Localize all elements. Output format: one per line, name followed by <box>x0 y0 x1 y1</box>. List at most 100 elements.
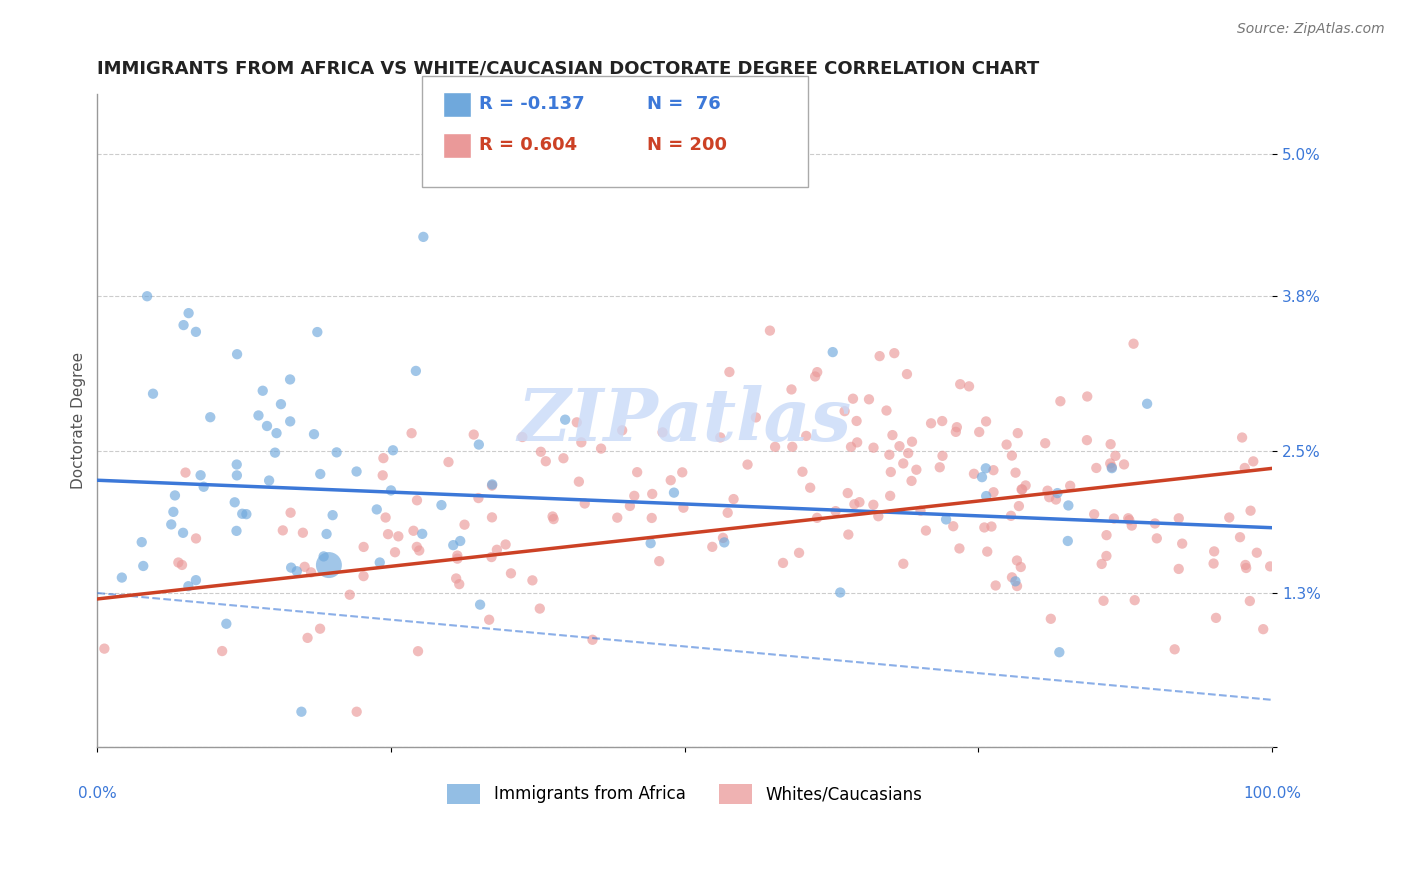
Point <box>1101 461 1123 475</box>
Point <box>93 641 115 656</box>
Point <box>1036 483 1059 498</box>
Point <box>1239 594 1261 608</box>
Point <box>346 705 368 719</box>
Point <box>322 508 344 523</box>
Point <box>529 601 551 615</box>
Point <box>763 440 786 454</box>
Text: N =  76: N = 76 <box>647 95 720 113</box>
Point <box>1171 536 1194 550</box>
Point <box>1000 508 1022 523</box>
Point <box>167 556 190 570</box>
Point <box>302 427 325 442</box>
Point <box>659 473 682 487</box>
Text: R = -0.137: R = -0.137 <box>479 95 585 113</box>
Point <box>897 446 920 460</box>
Text: N = 200: N = 200 <box>647 136 727 154</box>
Point <box>278 414 301 428</box>
Point <box>444 572 467 586</box>
Point <box>1167 562 1189 576</box>
Point <box>1046 486 1069 500</box>
Point <box>131 535 153 549</box>
Point <box>640 536 662 550</box>
Point <box>1204 544 1226 558</box>
Point <box>1218 510 1240 524</box>
Point <box>759 324 782 338</box>
Point <box>589 442 612 456</box>
Point <box>225 468 247 483</box>
Point <box>1104 449 1126 463</box>
Point <box>1005 553 1028 567</box>
Point <box>554 412 576 426</box>
Point <box>709 430 731 444</box>
Point <box>626 465 648 479</box>
Point <box>541 509 564 524</box>
Point <box>983 463 1005 477</box>
Point <box>446 549 468 563</box>
Point <box>256 419 278 434</box>
Point <box>405 364 427 378</box>
Point <box>619 499 641 513</box>
Point <box>437 455 460 469</box>
Text: IMMIGRANTS FROM AFRICA VS WHITE/CAUCASIAN DOCTORATE DEGREE CORRELATION CHART: IMMIGRANTS FROM AFRICA VS WHITE/CAUCASIA… <box>97 60 1039 78</box>
Point <box>468 437 491 451</box>
Point <box>842 392 865 406</box>
Point <box>711 531 734 545</box>
Point <box>172 525 194 540</box>
Point <box>717 506 740 520</box>
Point <box>844 497 866 511</box>
Point <box>280 506 302 520</box>
Point <box>1083 508 1105 522</box>
Point <box>931 414 953 428</box>
Point <box>1004 574 1026 589</box>
Point <box>845 414 868 428</box>
Point <box>380 483 402 498</box>
Point <box>915 524 938 538</box>
Point <box>177 579 200 593</box>
Point <box>880 465 903 479</box>
Point <box>291 525 314 540</box>
Point <box>1230 430 1253 444</box>
Point <box>830 585 852 599</box>
Point <box>889 439 911 453</box>
Point <box>530 444 553 458</box>
Point <box>1008 499 1031 513</box>
Point <box>1101 460 1123 475</box>
Point <box>772 556 794 570</box>
Point <box>1099 437 1122 451</box>
Point <box>499 566 522 581</box>
Point <box>1085 461 1108 475</box>
Point <box>453 517 475 532</box>
Point <box>381 443 404 458</box>
Point <box>745 410 768 425</box>
Text: Source: ZipAtlas.com: Source: ZipAtlas.com <box>1237 22 1385 37</box>
Point <box>224 495 246 509</box>
Point <box>806 511 828 525</box>
Point <box>976 544 998 558</box>
Point <box>641 511 664 525</box>
Point <box>402 524 425 538</box>
Point <box>368 556 391 570</box>
Point <box>408 543 430 558</box>
Point <box>967 425 990 439</box>
Point <box>271 524 294 538</box>
Point <box>211 644 233 658</box>
Point <box>1102 511 1125 525</box>
Point <box>225 524 247 538</box>
Point <box>1163 642 1185 657</box>
Point <box>824 504 846 518</box>
Point <box>412 230 434 244</box>
Point <box>325 445 347 459</box>
Point <box>200 410 222 425</box>
Point <box>512 430 534 444</box>
Point <box>905 463 928 477</box>
Point <box>702 540 724 554</box>
Point <box>891 557 914 571</box>
Point <box>235 507 257 521</box>
Point <box>309 467 332 481</box>
Point <box>794 429 817 443</box>
Point <box>568 475 591 489</box>
Point <box>371 468 394 483</box>
Point <box>1004 466 1026 480</box>
Point <box>1116 511 1139 525</box>
Point <box>799 481 821 495</box>
